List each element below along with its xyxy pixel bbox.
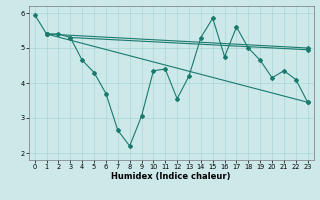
X-axis label: Humidex (Indice chaleur): Humidex (Indice chaleur): [111, 172, 231, 181]
